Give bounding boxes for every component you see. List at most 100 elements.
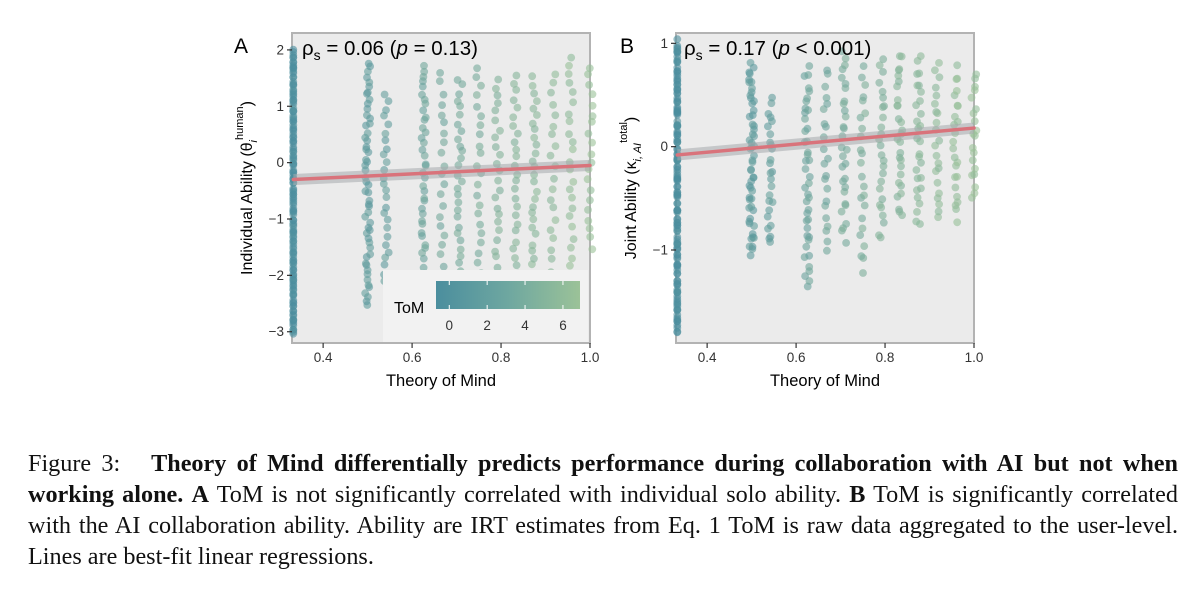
data-point — [529, 215, 538, 224]
data-point — [568, 254, 576, 263]
data-point — [895, 65, 904, 73]
data-point — [491, 143, 500, 151]
data-point — [805, 233, 814, 242]
data-point — [379, 180, 388, 188]
data-point — [477, 229, 486, 238]
data-point — [749, 106, 758, 115]
data-point — [365, 95, 374, 104]
data-point — [493, 204, 502, 213]
data-point — [363, 73, 371, 82]
data-point — [673, 295, 682, 303]
data-point — [456, 252, 465, 261]
data-point — [382, 203, 390, 212]
data-point — [381, 136, 390, 145]
data-point — [382, 186, 390, 195]
data-point — [822, 172, 830, 180]
data-point — [953, 61, 962, 70]
data-point — [673, 206, 682, 215]
data-point — [510, 80, 518, 88]
figure-caption: Figure 3: Theory of Mind differentially … — [28, 448, 1178, 572]
data-point — [804, 148, 812, 157]
data-point — [530, 177, 538, 186]
data-point — [533, 97, 541, 105]
data-point — [673, 182, 682, 191]
data-point — [586, 196, 594, 205]
data-point — [473, 180, 482, 189]
panel-a-label: A — [234, 35, 248, 58]
data-point — [530, 89, 538, 98]
data-point — [583, 175, 592, 184]
data-point — [934, 213, 942, 222]
data-point — [953, 172, 961, 181]
data-point — [529, 203, 537, 212]
data-point — [588, 101, 597, 110]
data-point — [289, 184, 298, 193]
legend-title: ToM — [394, 300, 424, 317]
data-point — [879, 55, 888, 64]
data-point — [457, 154, 465, 163]
data-point — [877, 123, 886, 132]
data-point — [971, 183, 980, 192]
data-point — [532, 140, 541, 149]
data-point — [458, 177, 466, 186]
data-point — [588, 90, 597, 99]
caption-figure-label: Figure 3: — [28, 450, 121, 477]
data-point — [440, 118, 448, 127]
x-tick-label: 0.4 — [314, 350, 333, 365]
data-point — [935, 73, 944, 82]
data-point — [895, 205, 903, 214]
data-point — [766, 169, 775, 177]
data-point — [935, 59, 943, 67]
data-point — [453, 120, 462, 129]
data-point — [514, 129, 522, 138]
data-point — [841, 174, 849, 183]
data-point — [567, 53, 576, 62]
data-point — [768, 93, 776, 102]
panel-a-stat-text2: = 0.13) — [408, 37, 478, 60]
data-point — [764, 110, 773, 118]
data-point — [569, 98, 577, 107]
data-point — [858, 172, 866, 181]
data-point — [382, 106, 390, 114]
data-point — [437, 148, 446, 157]
data-point — [565, 117, 574, 126]
data-point — [475, 201, 484, 210]
data-point — [421, 241, 430, 250]
data-point — [746, 58, 755, 67]
caption-b-text: ToM is significantly correlated with the… — [28, 481, 1178, 570]
data-point — [564, 70, 573, 78]
data-point — [842, 239, 850, 247]
data-point — [763, 212, 772, 221]
data-point — [568, 88, 577, 96]
data-point — [804, 215, 813, 224]
data-point — [840, 124, 848, 133]
data-point — [951, 112, 959, 121]
data-point — [491, 193, 500, 202]
data-point — [548, 185, 557, 194]
data-point — [439, 90, 448, 99]
data-point — [879, 93, 887, 102]
data-point — [453, 212, 462, 221]
panel-a-ylabel-close: ) — [239, 101, 256, 106]
data-point — [440, 129, 448, 138]
data-point — [934, 207, 943, 216]
data-point — [823, 184, 832, 193]
panel-a-y-axis-title: Individual Ability (θihuman) — [234, 101, 260, 275]
data-point — [805, 62, 814, 70]
data-point — [747, 202, 756, 211]
panel-b-stat-text1: = 0.17 ( — [703, 37, 779, 60]
data-point — [491, 116, 500, 125]
data-point — [509, 96, 518, 105]
data-point — [551, 111, 560, 120]
data-point — [880, 102, 888, 110]
data-point — [837, 207, 846, 216]
data-point — [585, 224, 594, 233]
data-point — [746, 251, 755, 260]
data-point — [823, 237, 832, 246]
data-point — [821, 82, 830, 91]
data-point — [951, 183, 960, 192]
panel-b-p: p — [777, 37, 789, 60]
caption-b-label: B — [849, 481, 866, 508]
data-point — [491, 247, 499, 256]
panel-a-stat-text1: = 0.06 ( — [321, 37, 397, 60]
